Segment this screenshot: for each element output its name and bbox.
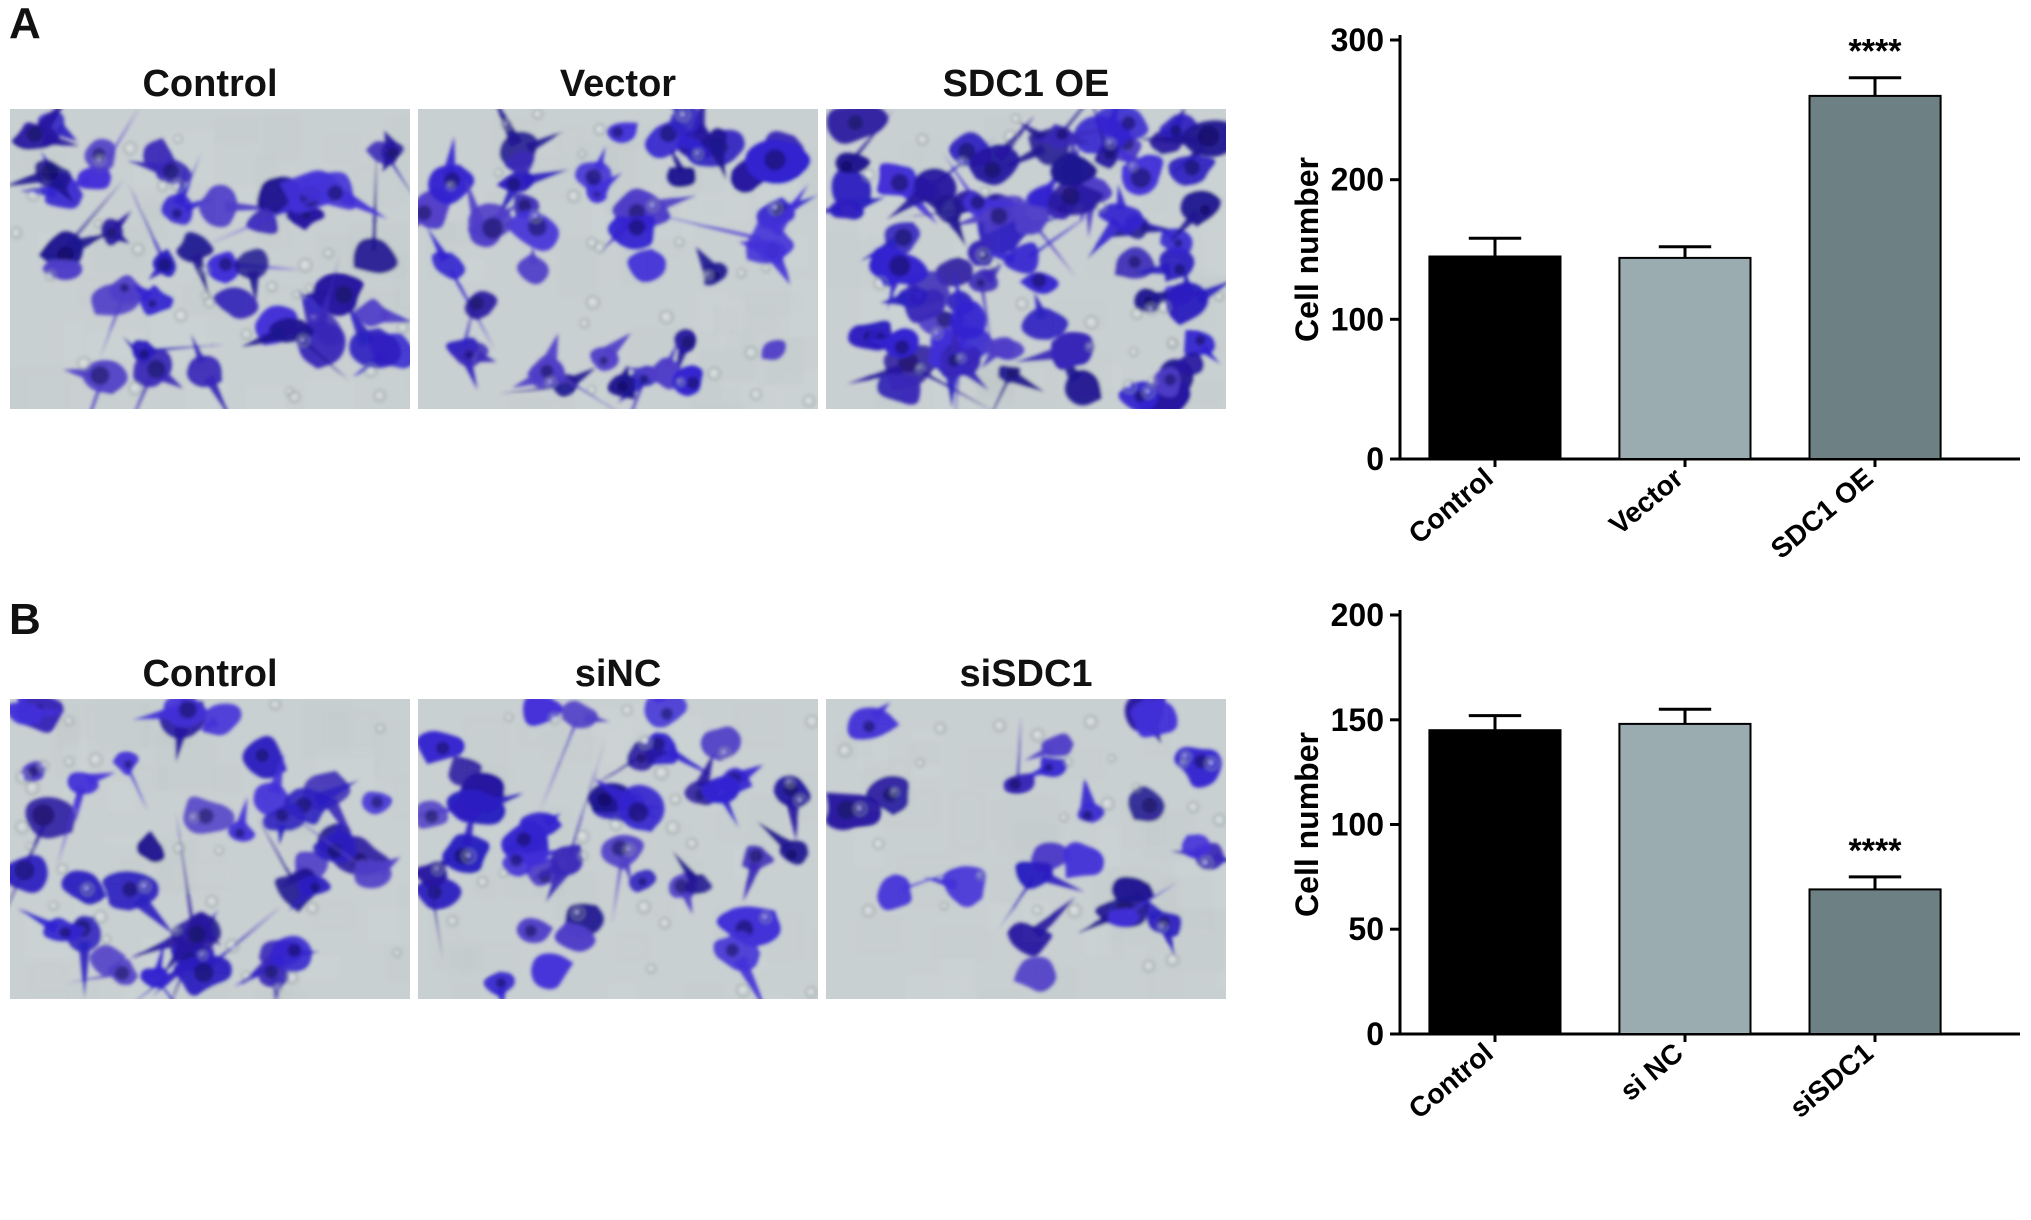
svg-text:siSDC1: siSDC1 (1784, 1037, 1879, 1124)
svg-text:****: **** (1849, 33, 1903, 71)
svg-text:200: 200 (1331, 162, 1384, 198)
svg-text:****: **** (1849, 832, 1903, 870)
svg-text:200: 200 (1331, 597, 1384, 633)
svg-text:Vector: Vector (1603, 462, 1689, 541)
svg-text:0: 0 (1366, 1016, 1384, 1052)
svg-text:Cell number: Cell number (1290, 157, 1325, 342)
svg-text:300: 300 (1331, 22, 1384, 58)
svg-text:50: 50 (1348, 911, 1384, 947)
svg-text:Control: Control (1403, 1037, 1499, 1125)
svg-text:0: 0 (1366, 441, 1384, 477)
svg-text:100: 100 (1331, 807, 1384, 843)
svg-text:SDC1 OE: SDC1 OE (1765, 462, 1879, 565)
svg-text:Control: Control (1403, 462, 1499, 550)
svg-text:150: 150 (1331, 702, 1384, 738)
svg-text:100: 100 (1331, 301, 1384, 337)
svg-text:si NC: si NC (1614, 1037, 1689, 1107)
svg-text:Cell number: Cell number (1290, 732, 1325, 917)
